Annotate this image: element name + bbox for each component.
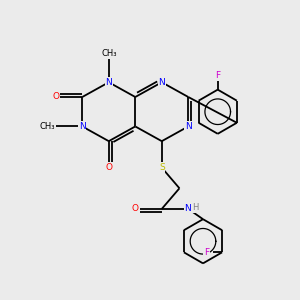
Text: O: O [132,204,139,213]
Text: O: O [105,163,112,172]
Text: N: N [79,122,86,131]
Text: N: N [184,204,191,213]
Text: CH₃: CH₃ [40,122,55,131]
Text: N: N [185,122,192,131]
Text: F: F [215,71,220,80]
Text: F: F [204,248,209,257]
Text: N: N [105,78,112,87]
Text: S: S [159,163,165,172]
Text: CH₃: CH₃ [101,49,116,58]
Text: O: O [52,92,59,101]
Text: H: H [193,203,199,212]
Text: N: N [158,78,165,87]
